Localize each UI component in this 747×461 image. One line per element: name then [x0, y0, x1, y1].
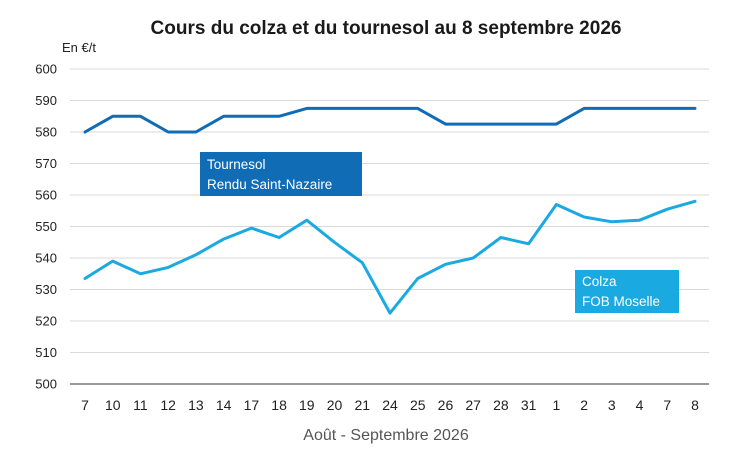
y-tick-label: 550 [35, 219, 57, 234]
x-tick-label: 18 [271, 397, 287, 413]
y-tick-label: 560 [35, 188, 57, 203]
y-tick-label: 520 [35, 314, 57, 329]
legend-colza-line1: Colza [582, 274, 617, 289]
y-tick-label: 500 [35, 377, 57, 392]
y-tick-labels: 500 510 520 530 540 550 560 570 580 590 600 [35, 62, 57, 392]
x-tick-label: 10 [105, 397, 121, 413]
legend-colza: Colza FOB Moselle [575, 270, 679, 313]
x-axis-title: Août - Septembre 2026 [303, 427, 469, 444]
y-tick-label: 540 [35, 251, 57, 266]
x-tick-label: 25 [410, 397, 426, 413]
x-tick-label: 11 [133, 397, 148, 413]
x-tick-label: 8 [691, 397, 699, 413]
gridlines [70, 68, 709, 353]
y-tick-label: 590 [35, 93, 57, 108]
x-tick-label: 3 [608, 397, 616, 413]
x-tick-label: 17 [244, 397, 260, 413]
x-tick-label: 24 [382, 397, 398, 413]
x-tick-label: 7 [81, 397, 89, 413]
x-tick-label: 20 [327, 397, 343, 413]
x-tick-label: 19 [299, 397, 315, 413]
series-line-tournesol [83, 106, 697, 134]
x-tick-label: 1 [552, 397, 560, 413]
legend-tournesol-line1: Tournesol [207, 157, 266, 172]
y-tick-label: 600 [35, 62, 57, 77]
x-tick-label: 4 [636, 397, 644, 413]
series-lines [83, 106, 697, 315]
legend-colza-box [575, 270, 679, 313]
y-tick-label: 580 [35, 125, 57, 140]
x-tick-label: 31 [521, 397, 537, 413]
x-tick-label: 12 [160, 397, 176, 413]
x-tick-label: 28 [493, 397, 509, 413]
x-tick-label: 27 [465, 397, 481, 413]
x-tick-label: 13 [188, 397, 204, 413]
x-tick-label: 2 [580, 397, 588, 413]
chart-title: Cours du colza et du tournesol au 8 sept… [151, 18, 622, 39]
x-tick-label: 14 [216, 397, 232, 413]
y-tick-label: 570 [35, 156, 57, 171]
legend-tournesol-box [200, 152, 362, 196]
x-tick-label: 26 [438, 397, 454, 413]
legend-tournesol: Tournesol Rendu Saint-Nazaire [200, 152, 362, 196]
x-tick-label: 7 [663, 397, 671, 413]
x-tick-label: 21 [354, 397, 370, 413]
legend-tournesol-line2: Rendu Saint-Nazaire [207, 177, 332, 192]
y-tick-label: 530 [35, 282, 57, 297]
legend-colza-line2: FOB Moselle [582, 294, 660, 309]
x-tick-labels: 7 10 11 12 13 14 17 18 19 20 21 24 25 26 27 28 31 1 2 3 4 7 8 [81, 397, 699, 413]
y-tick-label: 510 [35, 345, 57, 360]
y-axis-label: En €/t [62, 40, 96, 55]
series-line-colza [83, 199, 697, 315]
